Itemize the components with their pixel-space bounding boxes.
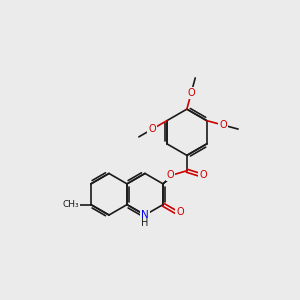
Text: O: O [188,88,195,98]
Text: O: O [167,169,175,180]
Text: O: O [199,169,207,180]
Text: H: H [141,218,149,229]
Text: CH₃: CH₃ [63,200,79,209]
Text: O: O [219,120,227,130]
Text: N: N [141,210,149,220]
Text: O: O [148,124,156,134]
Text: O: O [176,207,184,217]
